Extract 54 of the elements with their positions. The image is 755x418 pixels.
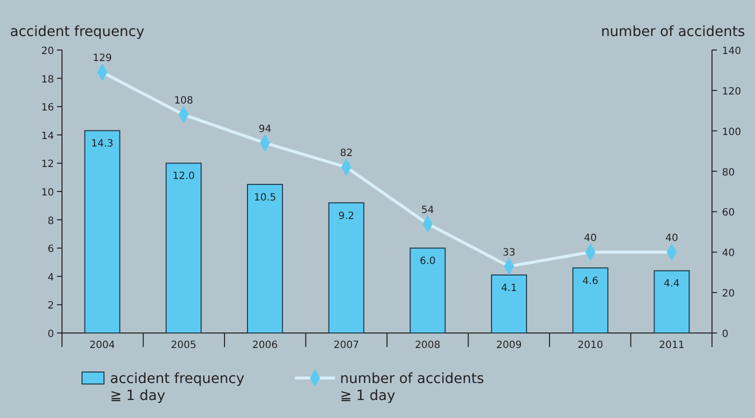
bar — [410, 248, 446, 334]
data-label: 108 — [174, 96, 194, 107]
y-tick-label: 6 — [48, 244, 54, 256]
y-tick-label: 16 — [41, 102, 54, 114]
data-label: 4.4 — [664, 278, 680, 290]
data-label: 33 — [502, 247, 516, 258]
data-label: 6.0 — [420, 256, 436, 268]
bar — [328, 202, 364, 334]
y-tick-label: 2 — [48, 300, 54, 312]
x-tick-label: 2009 — [496, 340, 522, 351]
data-label: 40 — [584, 233, 597, 244]
data-label: 82 — [340, 148, 353, 160]
y2-tick-label: 80 — [722, 167, 735, 178]
y2-tick-label: 20 — [722, 288, 735, 300]
data-label: 4.1 — [501, 282, 517, 294]
y2-tick-label: 40 — [722, 248, 735, 260]
y2-tick-label: 100 — [722, 126, 742, 138]
y-tick-label: 20 — [41, 46, 54, 57]
data-label: 4.6 — [582, 276, 598, 287]
x-tick-label: 2004 — [90, 340, 115, 351]
y2-tick-label: 60 — [722, 208, 735, 219]
data-label: 12.0 — [172, 171, 195, 182]
x-tick-label: 2008 — [414, 340, 440, 351]
bar — [246, 184, 283, 334]
y-tick-label: 4 — [48, 272, 54, 284]
y-tick-label: 18 — [41, 74, 54, 86]
y-tick-label: 10 — [41, 188, 54, 198]
y-tick-label: 0 — [48, 329, 54, 340]
y2-axis-title: number of accidents — [600, 24, 745, 40]
y2-tick-label: 0 — [722, 329, 728, 340]
bar — [654, 270, 690, 334]
data-label: 10.5 — [254, 192, 276, 204]
y-tick-label: 12 — [41, 159, 54, 170]
x-tick-label: 2011 — [659, 340, 684, 351]
data-label: 14.3 — [91, 138, 114, 150]
legend-label: accident frequency ≧ 1 day — [110, 371, 244, 404]
x-tick-label: 2010 — [578, 340, 604, 351]
data-label: 40 — [665, 233, 678, 244]
y-tick-label: 14 — [41, 130, 54, 142]
y-tick-label: 8 — [48, 216, 54, 227]
data-label: 94 — [258, 124, 272, 135]
bar — [166, 162, 202, 334]
bar — [84, 130, 120, 334]
x-tick-label: 2006 — [252, 340, 278, 351]
data-label: 9.2 — [338, 210, 354, 222]
bar — [572, 267, 608, 334]
y2-tick-label: 140 — [722, 46, 742, 57]
x-tick-label: 2007 — [334, 340, 360, 351]
y2-tick-label: 120 — [722, 86, 742, 98]
legend-label: number of accidents ≧ 1 day — [340, 371, 484, 404]
data-label: 129 — [92, 53, 112, 64]
data-label: 54 — [421, 204, 434, 216]
x-tick-label: 2005 — [170, 340, 196, 351]
y-axis-title: accident frequency — [10, 24, 144, 40]
